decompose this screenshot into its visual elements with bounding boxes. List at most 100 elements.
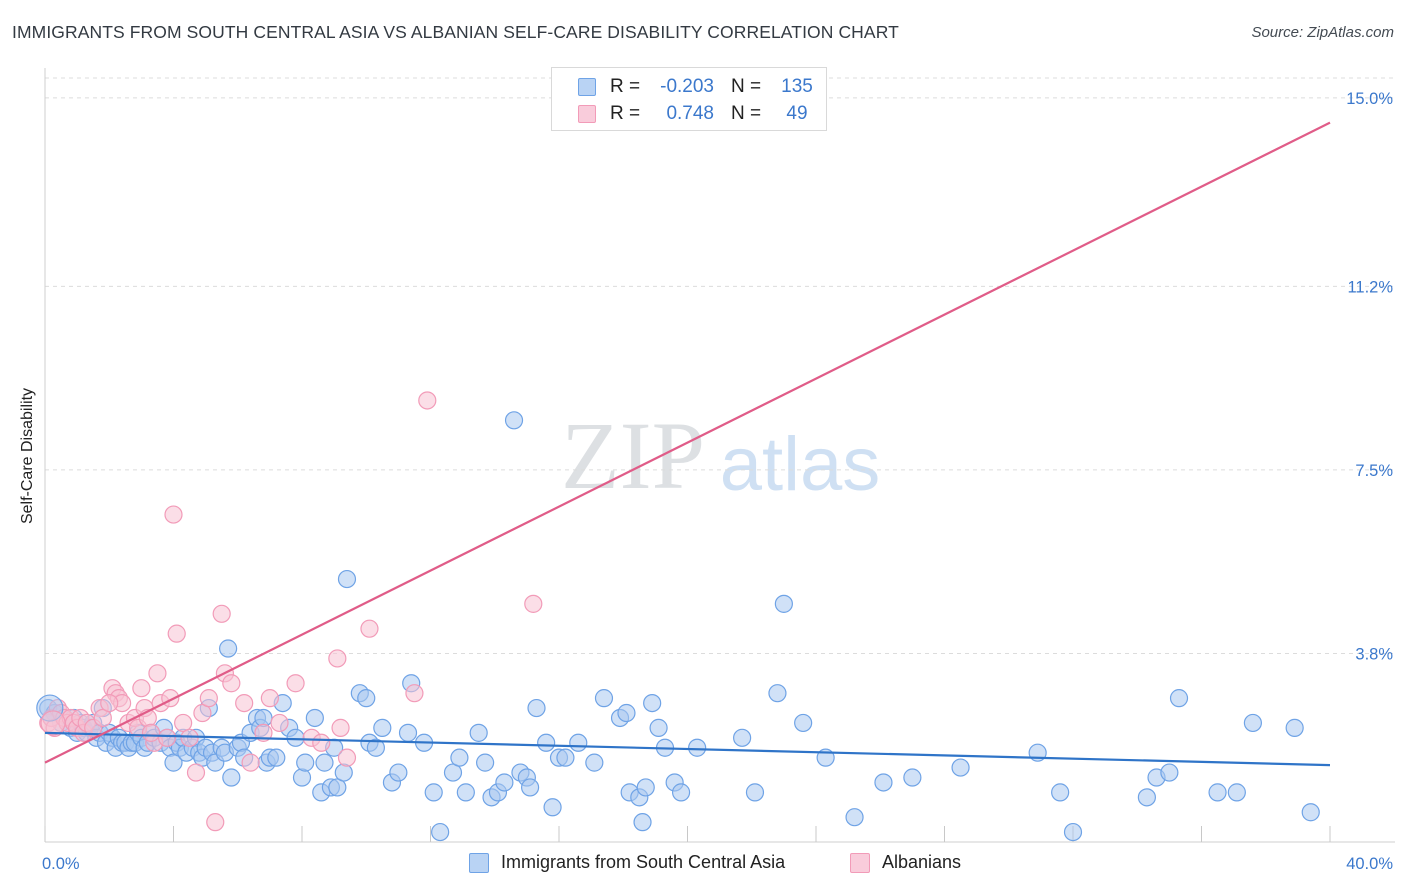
data-point xyxy=(450,748,469,767)
correlation-legend: R = -0.203 N = 135 R = 0.748 N = 49 xyxy=(551,67,827,131)
series-name: Albanians xyxy=(882,852,962,872)
data-point xyxy=(671,783,691,802)
data-point xyxy=(768,684,787,703)
data-point xyxy=(543,798,562,817)
data-point xyxy=(296,753,315,772)
data-point xyxy=(556,748,575,767)
data-point xyxy=(1301,803,1320,822)
data-point xyxy=(219,639,238,658)
data-point xyxy=(405,684,424,703)
data-point xyxy=(241,753,260,772)
data-point xyxy=(167,624,186,643)
data-point xyxy=(148,664,167,683)
blue-swatch xyxy=(469,853,489,873)
data-point xyxy=(1285,718,1304,737)
data-point xyxy=(389,763,408,782)
blue-swatch xyxy=(578,78,596,96)
data-point xyxy=(328,649,347,668)
data-point xyxy=(1169,689,1189,708)
r-value: -0.203 xyxy=(660,76,714,97)
n-label: N = xyxy=(731,103,762,124)
n-value: 49 xyxy=(786,103,808,124)
data-point xyxy=(206,813,225,832)
data-point xyxy=(845,808,864,827)
data-point xyxy=(267,748,286,767)
data-point xyxy=(569,733,588,752)
data-point xyxy=(222,674,241,693)
data-point xyxy=(537,733,556,752)
data-point xyxy=(235,693,254,713)
data-point xyxy=(874,773,893,792)
y-tick-label: 11.2% xyxy=(1347,278,1393,296)
data-point xyxy=(157,728,177,747)
data-point xyxy=(1243,713,1263,733)
data-point xyxy=(643,693,662,713)
r-label: R = xyxy=(610,103,641,124)
pink-swatch xyxy=(578,105,596,123)
watermark-atlas: atlas xyxy=(720,422,881,507)
data-point xyxy=(222,768,241,787)
data-point xyxy=(636,778,655,797)
data-point xyxy=(373,718,392,737)
chart-title: IMMIGRANTS FROM SOUTH CENTRAL ASIA VS AL… xyxy=(12,22,899,42)
data-point xyxy=(585,753,604,772)
data-point xyxy=(951,758,970,777)
data-point xyxy=(212,604,231,623)
data-point xyxy=(524,594,543,613)
x-tick-label: 40.0% xyxy=(1346,855,1393,873)
data-point xyxy=(312,733,331,752)
data-point xyxy=(903,768,922,787)
n-label: N = xyxy=(731,76,762,97)
data-point xyxy=(794,713,813,733)
data-point xyxy=(456,783,475,802)
data-point xyxy=(649,718,668,737)
data-point xyxy=(337,748,357,767)
data-point xyxy=(254,723,273,742)
trend-line-albanians xyxy=(44,121,1331,764)
r-label: R = xyxy=(610,76,641,97)
source-label: Source: ZipAtlas.com xyxy=(1251,24,1394,41)
data-point xyxy=(520,778,540,797)
data-point xyxy=(132,679,151,698)
data-point xyxy=(334,763,353,782)
x-tick-label: 0.0% xyxy=(42,855,80,873)
data-point xyxy=(40,710,66,736)
data-point xyxy=(180,728,199,747)
data-point xyxy=(1051,783,1070,802)
pink-swatch xyxy=(850,853,870,873)
data-point xyxy=(292,768,312,787)
r-value: 0.748 xyxy=(666,103,714,124)
data-point xyxy=(331,718,350,737)
data-point xyxy=(617,703,636,723)
n-value: 135 xyxy=(781,76,813,97)
data-point xyxy=(164,505,183,524)
data-point xyxy=(398,723,418,742)
data-point xyxy=(1063,822,1083,842)
data-point xyxy=(1160,763,1179,782)
data-point xyxy=(476,753,495,772)
data-point xyxy=(286,728,305,747)
series-name: Immigrants from South Central Asia xyxy=(501,852,786,872)
data-point xyxy=(431,822,450,842)
data-point xyxy=(745,783,765,802)
data-point xyxy=(774,594,793,613)
data-point xyxy=(633,813,652,832)
data-point xyxy=(469,723,488,742)
watermark-zip: ZIP xyxy=(561,402,705,509)
data-point xyxy=(141,723,161,742)
data-point xyxy=(1208,783,1227,802)
data-point xyxy=(100,693,119,713)
data-point xyxy=(527,698,546,718)
data-point xyxy=(495,773,514,792)
data-point xyxy=(360,619,379,638)
y-tick-label: 15.0% xyxy=(1346,90,1393,108)
data-point xyxy=(418,391,437,410)
data-point xyxy=(186,763,206,782)
data-point xyxy=(286,674,305,693)
y-tick-label: 7.5% xyxy=(1355,462,1393,480)
data-point xyxy=(688,738,707,757)
data-point xyxy=(315,753,334,772)
data-point xyxy=(594,689,614,708)
data-point xyxy=(504,411,524,430)
